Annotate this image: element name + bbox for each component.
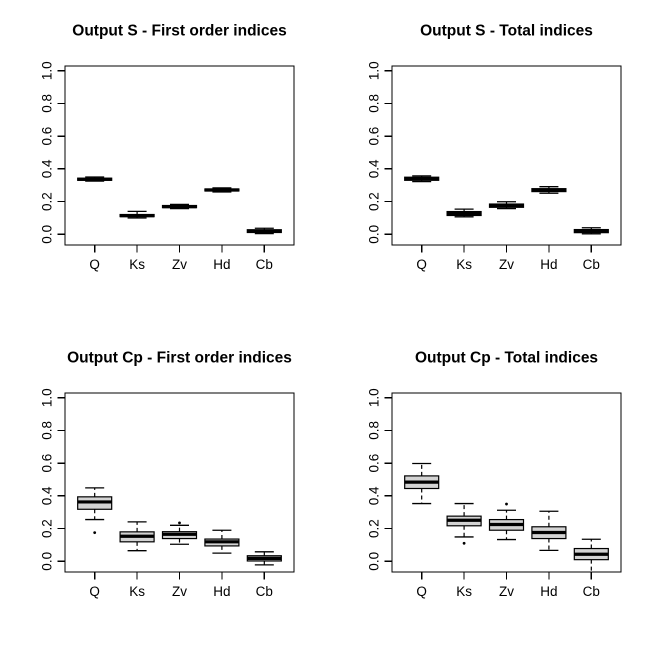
x-axis-tick-label: Q <box>89 584 100 599</box>
plot-frame <box>64 391 295 573</box>
boxplot-Hd <box>530 510 567 551</box>
x-axis-tick-label: Hd <box>213 257 230 272</box>
chart-title: Output Cp - Total indices <box>414 349 597 366</box>
x-axis-tick-label: Cb <box>256 584 273 599</box>
y-axis-tick-label: 0.4 <box>40 159 55 178</box>
boxplot-group <box>77 486 282 566</box>
x-axis-tick-label: Q <box>416 584 427 599</box>
boxplot-group <box>403 462 609 572</box>
boxplot-Zv <box>488 502 524 540</box>
y-axis-tick-label: 0.8 <box>366 94 381 113</box>
boxplot-Q <box>77 486 113 534</box>
boxplot-Ks <box>119 520 155 551</box>
y-axis-tick-label: 0.8 <box>366 421 381 440</box>
y-axis-tick-label: 1.0 <box>40 388 55 407</box>
boxplot-Cb <box>246 227 282 235</box>
boxplot-svg-s-total: Output S - Total indices 0.0 0.2 0.4 0.6 0.8 1… <box>366 23 622 272</box>
x-axis-tick-label: Zv <box>499 257 514 272</box>
boxplot-group <box>403 175 609 235</box>
boxplot-Hd <box>204 187 240 193</box>
y-axis-tick-label: 0.4 <box>366 485 381 504</box>
x-axis-tick-label: Ks <box>129 257 145 272</box>
outlier-point <box>462 541 465 545</box>
boxplot-Q <box>403 175 439 183</box>
boxplot-Q <box>77 176 113 182</box>
x-axis-tick-label: Cb <box>582 584 599 599</box>
chart-title: Output S - First order indices <box>72 23 286 40</box>
boxplot-Cb <box>246 550 282 566</box>
chart-title: Output S - Total indices <box>420 23 593 40</box>
x-axis-tick-label: Hd <box>540 257 557 272</box>
y-axis-tick-label: 0.8 <box>40 421 55 440</box>
y-axis-tick-label: 0.0 <box>366 225 381 244</box>
plot-frame <box>64 65 295 246</box>
y-axis-tick-label: 1.0 <box>366 61 381 80</box>
boxplot-panel-s-total: Output S - Total indices 0.0 0.2 0.4 0.6 0.8 1… <box>327 0 653 327</box>
y-axis-tick-label: 0.4 <box>40 485 55 504</box>
boxplot-svg-cp-first-order: Output Cp - First order indices 0.0 0.2 0.4… <box>40 349 295 599</box>
y-axis-tick-label: 0.4 <box>366 159 381 178</box>
boxplot-svg-cp-total: Output Cp - Total indices 0.0 0.2 0.4 0.6 0.8… <box>366 349 622 599</box>
outlier-point <box>504 502 508 505</box>
boxplot-group <box>77 176 282 235</box>
boxplot-panel-cp-total: Output Cp - Total indices 0.0 0.2 0.4 0.6 0.8… <box>327 327 653 653</box>
y-axis-tick-label: 0.6 <box>366 127 381 146</box>
plot-frame <box>390 65 622 246</box>
y-axis-tick-label: 0.2 <box>40 192 55 211</box>
x-axis-tick-label: Ks <box>456 257 472 272</box>
boxplot-Ks <box>445 208 482 218</box>
boxplot-panel-s-first-order: Output S - First order indices 0.0 0.2 0.4 0… <box>0 0 327 327</box>
boxplot-Hd <box>530 186 567 194</box>
boxplot-Zv <box>161 520 198 545</box>
boxplot-Ks <box>445 502 482 545</box>
boxplot-Zv <box>488 201 524 210</box>
y-axis-tick-label: 0.2 <box>366 519 381 538</box>
outlier-point <box>93 530 97 534</box>
y-axis-tick-label: 0.2 <box>40 519 55 538</box>
y-axis-tick-label: 0.2 <box>366 192 381 211</box>
y-axis-tick-label: 1.0 <box>40 61 55 80</box>
boxplot-Hd <box>204 529 240 554</box>
boxplot-Zv <box>161 203 198 210</box>
x-axis-tick-label: Ks <box>129 584 145 599</box>
y-axis-tick-label: 1.0 <box>366 388 381 407</box>
x-axis-tick-label: Cb <box>256 257 273 272</box>
boxplot-svg-s-first-order: Output S - First order indices 0.0 0.2 0.4 0… <box>40 23 295 272</box>
x-axis-tick-label: Ks <box>456 584 472 599</box>
x-axis-tick-label: Hd <box>540 584 557 599</box>
chart-title: Output Cp - First order indices <box>67 349 292 366</box>
y-axis-tick-label: 0.6 <box>40 127 55 146</box>
boxplot-Cb <box>573 227 609 235</box>
y-axis-tick-label: 0.6 <box>366 453 381 472</box>
y-axis-tick-label: 0.0 <box>40 551 55 570</box>
x-axis-tick-label: Hd <box>213 584 230 599</box>
x-axis-tick-label: Zv <box>172 257 187 272</box>
x-axis-tick-label: Q <box>416 257 427 272</box>
x-axis-tick-label: Q <box>89 257 100 272</box>
x-axis-tick-label: Cb <box>582 257 599 272</box>
boxplot-Q <box>403 462 439 504</box>
outlier-point <box>178 520 181 524</box>
boxplot-Ks <box>119 210 155 219</box>
x-axis-tick-label: Zv <box>172 584 187 599</box>
y-axis-tick-label: 0.0 <box>366 551 381 570</box>
boxplot-panel-cp-first-order: Output Cp - First order indices 0.0 0.2 0.4… <box>0 327 327 653</box>
y-axis-tick-label: 0.8 <box>40 94 55 113</box>
x-axis-tick-label: Zv <box>499 584 514 599</box>
y-axis-tick-label: 0.6 <box>40 453 55 472</box>
y-axis-tick-label: 0.0 <box>40 225 55 244</box>
boxplot-Cb <box>573 538 609 572</box>
